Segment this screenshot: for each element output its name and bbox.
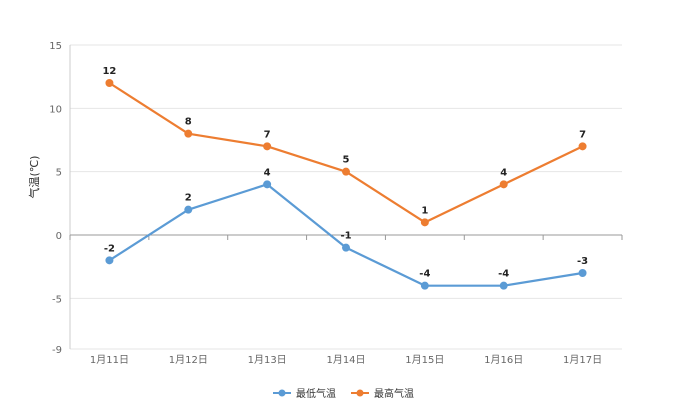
data-labels: -2 2 4 -1 -4 -4 -3 12 8 7 5 1 4 7	[102, 66, 588, 280]
data-label: 4	[500, 167, 507, 178]
data-label: 1	[421, 205, 428, 216]
legend-marker	[278, 389, 286, 397]
data-label: 12	[102, 66, 116, 77]
data-label: 4	[264, 167, 271, 178]
y-tick-label: 0	[56, 231, 62, 242]
data-label: -1	[340, 231, 351, 242]
axes	[69, 45, 622, 349]
grid-lines	[70, 44, 622, 350]
data-point[interactable]	[499, 281, 508, 290]
data-label: 7	[579, 129, 586, 140]
data-point[interactable]	[263, 142, 272, 151]
data-label: -4	[419, 269, 430, 280]
x-tick-label: 1月12日	[169, 354, 208, 366]
data-label: 5	[343, 155, 350, 166]
data-label: -3	[577, 256, 588, 267]
x-tick-label: 1月17日	[563, 354, 602, 366]
data-point[interactable]	[342, 167, 350, 176]
x-tick-label: 1月14日	[326, 354, 365, 366]
data-label: -4	[498, 269, 509, 280]
data-label: 8	[185, 117, 192, 128]
data-point[interactable]	[578, 142, 587, 151]
data-point[interactable]	[105, 256, 114, 265]
series-lines	[105, 79, 587, 290]
data-point[interactable]	[578, 269, 587, 277]
data-point[interactable]	[184, 205, 193, 214]
y-tick-label: -5	[52, 294, 62, 305]
data-point[interactable]	[263, 180, 272, 189]
data-label: 2	[185, 193, 192, 204]
data-point[interactable]	[420, 218, 429, 227]
x-tick-label: 1月15日	[405, 354, 444, 366]
legend-label: 最高气温	[374, 387, 414, 400]
legend-item[interactable]: 最低气温	[273, 387, 336, 400]
x-tick-label: 1月13日	[248, 354, 287, 366]
legend[interactable]: 最低气温 最高气温	[273, 387, 414, 400]
y-tick-label: 15	[49, 41, 62, 52]
y-tick-label: -9	[52, 345, 62, 356]
data-point[interactable]	[105, 79, 114, 87]
x-tick-label: 1月11日	[90, 354, 129, 366]
data-point[interactable]	[184, 129, 193, 138]
legend-label: 最低气温	[296, 387, 336, 400]
x-tick-labels: 1月11日 1月12日 1月13日 1月14日 1月15日 1月16日 1月17日	[69, 235, 623, 366]
data-point[interactable]	[499, 180, 508, 189]
data-point[interactable]	[342, 243, 350, 252]
legend-marker	[356, 389, 364, 397]
legend-item[interactable]: 最高气温	[351, 387, 414, 400]
series-line-1	[108, 82, 584, 224]
y-tick-labels: 15 10 5 0 -5 -9	[49, 41, 62, 356]
data-point[interactable]	[420, 281, 429, 290]
data-label: 7	[264, 129, 271, 140]
y-tick-label: 10	[49, 104, 62, 115]
x-tick-label: 1月16日	[484, 354, 523, 366]
y-axis-title: 气温(℃)	[27, 156, 41, 199]
y-tick-label: 5	[56, 168, 62, 179]
data-label: -2	[104, 243, 115, 254]
